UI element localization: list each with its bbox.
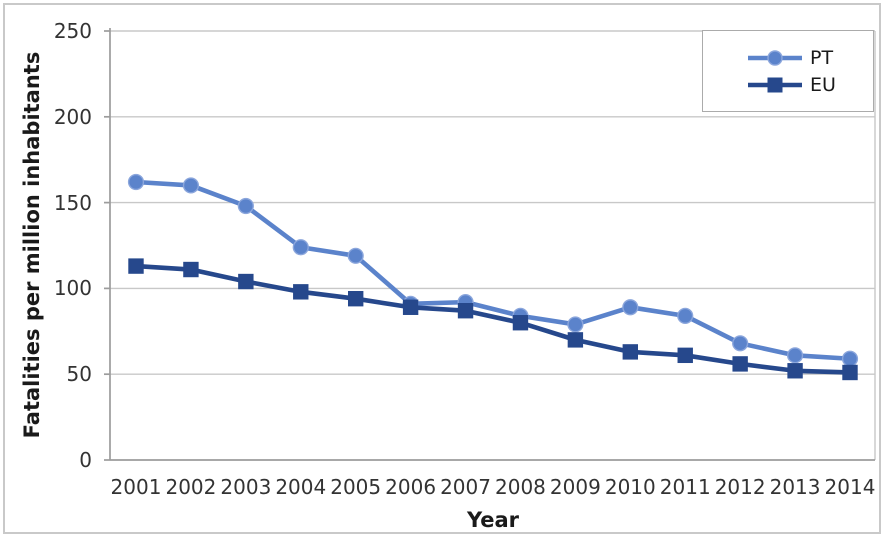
legend-label-pt: PT <box>810 46 834 69</box>
x-tick-label: 2012 <box>714 475 766 499</box>
data-point-pt <box>677 307 694 324</box>
legend: PT EU <box>702 30 874 112</box>
x-axis-title: Year <box>466 508 520 532</box>
data-point-pt <box>292 239 309 256</box>
legend-label-eu: EU <box>810 73 836 96</box>
data-point-pt <box>567 316 584 333</box>
x-tick-label: 2014 <box>824 475 876 499</box>
y-tick-label: 250 <box>53 19 92 43</box>
x-tick-label: 2009 <box>549 475 601 499</box>
y-tick-label: 150 <box>53 190 92 215</box>
y-tick-label: 200 <box>53 104 92 129</box>
x-tick-label: 2008 <box>495 475 546 499</box>
x-tick-label: 2003 <box>220 475 272 499</box>
x-tick-label: 2001 <box>110 475 162 499</box>
pt-line-circle-marker-icon <box>748 49 802 66</box>
data-point-eu <box>402 299 419 315</box>
data-point-eu <box>567 332 584 348</box>
data-point-pt <box>182 177 200 194</box>
x-tick-label: 2005 <box>330 475 382 499</box>
data-point-eu <box>732 356 748 372</box>
data-point-eu <box>238 273 254 290</box>
data-point-pt <box>237 197 254 215</box>
data-point-eu <box>183 261 199 278</box>
data-point-pt <box>622 299 639 316</box>
data-point-eu <box>512 315 529 331</box>
data-point-pt <box>127 173 145 191</box>
y-tick-label: 50 <box>66 362 92 387</box>
y-tick-label: 0 <box>79 448 92 472</box>
x-tick-label: 2011 <box>659 475 711 499</box>
data-point-pt <box>841 350 859 367</box>
legend-item-pt: PT <box>747 46 873 69</box>
data-point-eu <box>842 364 858 381</box>
y-tick-label: 100 <box>53 276 92 301</box>
x-tick-label: 2002 <box>165 475 217 499</box>
x-tick-label: 2010 <box>604 475 656 499</box>
data-point-eu <box>347 290 364 307</box>
legend-item-eu: EU <box>747 73 873 96</box>
x-tick-label: 2013 <box>769 475 821 499</box>
data-point-eu <box>677 347 693 364</box>
data-point-eu <box>128 258 144 274</box>
eu-line-square-marker-icon <box>748 77 802 92</box>
x-tick-label: 2004 <box>275 475 327 499</box>
data-point-eu <box>787 363 803 379</box>
data-point-pt <box>786 347 804 364</box>
x-tick-label: 2007 <box>440 475 491 499</box>
data-point-pt <box>732 335 749 352</box>
data-point-eu <box>293 284 309 300</box>
data-point-pt <box>347 247 364 264</box>
x-tick-label: 2006 <box>385 475 437 499</box>
data-point-eu <box>457 303 474 319</box>
data-point-eu <box>622 344 639 360</box>
series-line-eu <box>133 263 853 375</box>
series-line-pt <box>133 179 853 362</box>
